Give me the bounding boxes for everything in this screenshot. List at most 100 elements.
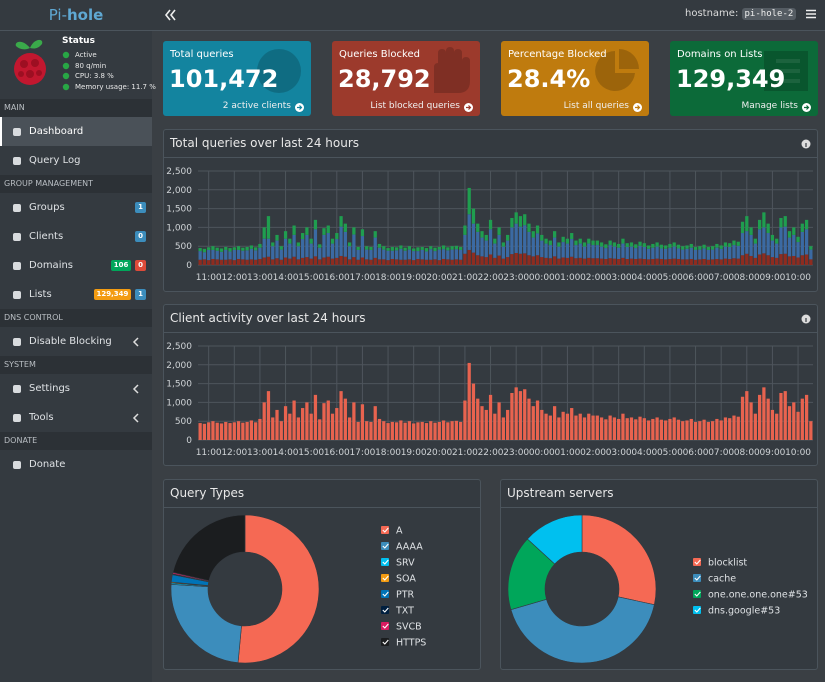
menu-item[interactable]: Settings: [0, 374, 152, 403]
bar: [617, 248, 620, 259]
bar: [668, 419, 671, 440]
legend-label: TXT: [395, 606, 414, 617]
bar: [749, 256, 752, 265]
brand-prefix: Pi-: [49, 6, 67, 24]
bar: [570, 233, 573, 239]
bar: [544, 239, 547, 244]
menu-item[interactable]: Domains0106: [0, 251, 152, 280]
bar: [711, 250, 714, 260]
x-tick-label: 11:00: [196, 273, 222, 283]
menu-label: Lists: [29, 289, 52, 300]
bar: [707, 260, 710, 265]
bar: [681, 421, 684, 440]
navbar: hostname: pi-hole-2: [152, 0, 825, 31]
bar: [245, 422, 248, 440]
bar: [399, 245, 402, 248]
bar: [502, 259, 505, 265]
bar: [450, 421, 453, 440]
menu-item[interactable]: Query Log: [0, 146, 152, 175]
bar: [617, 419, 620, 440]
bar: [250, 259, 253, 265]
y-tick-label: 1,500: [166, 205, 192, 215]
bar: [655, 247, 658, 259]
menu-icon: [12, 337, 22, 347]
collapse-button[interactable]: [164, 9, 176, 21]
bar: [228, 259, 231, 265]
menu: MAINDashboardQuery LogGROUP MANAGEMENTGr…: [0, 99, 152, 479]
legend-swatch: [693, 574, 701, 582]
bar: [796, 237, 799, 242]
bar: [472, 384, 475, 440]
bar: [609, 241, 612, 246]
bar: [374, 406, 377, 440]
bar: [339, 216, 342, 227]
bar: [220, 260, 223, 265]
status-icon: [62, 51, 70, 59]
stat-link[interactable]: Manage lists: [741, 101, 798, 111]
stat-link[interactable]: 2 active clients: [223, 101, 291, 111]
bar: [310, 239, 313, 244]
bar: [754, 258, 757, 265]
bar: [203, 249, 206, 252]
menu-item[interactable]: Tools: [0, 403, 152, 432]
bar: [476, 224, 479, 232]
bar: [391, 251, 394, 259]
bar: [775, 239, 778, 244]
bar: [395, 422, 398, 440]
menu-section: DONATE: [0, 432, 152, 450]
bar: [399, 420, 402, 440]
bar: [707, 247, 710, 250]
brand[interactable]: Pi-hole: [0, 0, 152, 31]
bar: [489, 395, 492, 440]
bar: [698, 259, 701, 265]
menu-item[interactable]: Donate: [0, 450, 152, 479]
status-text: CPU: 3.8 %: [75, 72, 114, 80]
menu-item[interactable]: Disable Blocking: [0, 327, 152, 356]
bar: [250, 249, 253, 260]
y-tick-label: 2,500: [166, 342, 192, 352]
menu-item[interactable]: Groups1: [0, 193, 152, 222]
menu-item[interactable]: Dashboard: [0, 117, 152, 146]
bar: [673, 259, 676, 265]
bar: [754, 244, 757, 258]
menu-item[interactable]: Lists1129,349: [0, 280, 152, 309]
bar: [745, 391, 748, 440]
stat-link[interactable]: List blocked queries: [370, 101, 460, 111]
bar: [335, 408, 338, 440]
stat-box: Total queries101,4722 active clients: [163, 41, 311, 116]
bar: [395, 247, 398, 250]
x-tick-label: 00:00: [529, 448, 555, 458]
bar: [574, 245, 577, 258]
bar: [412, 260, 415, 265]
stat-value: 28,792: [338, 65, 431, 93]
bar: [523, 253, 526, 265]
bar: [455, 249, 458, 259]
bar: [609, 258, 612, 265]
bar: [553, 256, 556, 265]
bar: [480, 406, 483, 440]
bar: [715, 259, 718, 265]
bar: [267, 239, 270, 257]
bar: [532, 231, 535, 237]
bar: [557, 259, 560, 265]
bar: [600, 247, 603, 259]
bar: [510, 227, 513, 254]
icon-line: [776, 59, 800, 63]
bar: [762, 227, 765, 253]
bar: [749, 235, 752, 256]
bar: [463, 401, 466, 440]
hostname-label: hostname:: [685, 8, 738, 19]
bar: [425, 423, 428, 440]
bar: [224, 247, 227, 250]
bar: [664, 259, 667, 265]
bar: [237, 259, 240, 265]
bar: [660, 245, 663, 249]
bar: [771, 235, 774, 241]
bar: [489, 229, 492, 254]
menu-toggle[interactable]: [806, 9, 816, 19]
stat-link[interactable]: List all queries: [564, 101, 629, 111]
bar: [694, 247, 697, 250]
bar: [497, 402, 500, 440]
legend-swatch: [381, 590, 389, 598]
menu-item[interactable]: Clients0: [0, 222, 152, 251]
